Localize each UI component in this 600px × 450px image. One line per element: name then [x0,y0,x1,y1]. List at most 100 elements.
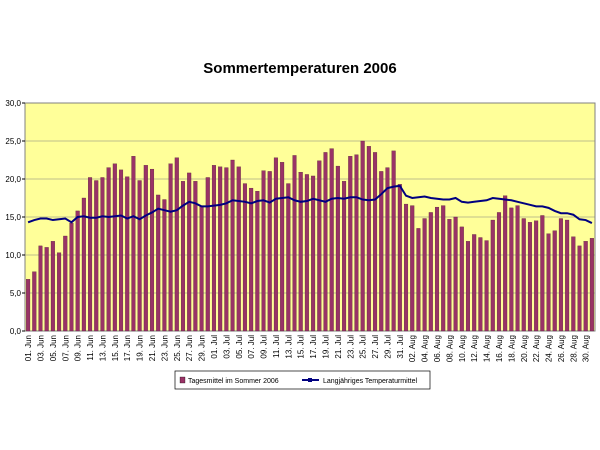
bar [459,226,464,332]
y-tick-label: 30,0 [5,99,21,108]
x-tick-label: 30. Aug [582,335,591,362]
bar [69,222,74,332]
x-tick-label: 28. Aug [569,335,578,362]
bar [385,167,390,332]
bar [218,166,223,332]
bar [540,215,545,332]
bar [168,163,173,332]
bar [187,172,192,332]
bar [534,220,539,332]
bar [131,156,136,332]
legend-label: Langjähriges Temperaturmittel [323,378,417,385]
x-tick-label: 06. Aug [433,335,442,362]
x-tick-label: 11. Jun [86,335,95,361]
bar [94,180,99,332]
x-tick-label: 10. Aug [458,335,467,362]
bar [447,219,452,332]
x-tick-label: 19. Jun [136,335,145,361]
bar [298,172,303,332]
bar [150,168,155,332]
x-tick-label: 15. Jun [111,335,120,361]
bar [292,155,297,332]
bar [360,140,365,332]
bar [174,157,179,332]
y-tick-label: 0,0 [10,327,22,336]
bar [391,150,396,332]
x-tick-label: 26. Aug [557,335,566,362]
bar [267,171,272,332]
y-tick-label: 10,0 [5,251,21,260]
x-tick-label: 08. Aug [445,335,454,362]
x-tick-label: 09. Jul [260,335,269,359]
bar [125,176,130,332]
bar [484,240,489,332]
x-tick-label: 19. Jul [321,335,330,359]
x-tick-label: 05. Jul [235,335,244,359]
chart-title: Sommertemperaturen 2006 [203,60,396,77]
bar [404,203,409,332]
x-tick-label: 27. Jun [185,335,194,361]
x-tick-label: 11. Jul [272,335,281,358]
x-tick-label: 23. Jun [160,335,169,361]
y-tick-label: 15,0 [5,213,21,222]
bar [571,236,576,332]
x-tick-label: 13. Jun [98,335,107,361]
bar [441,205,446,332]
bar [143,165,148,332]
x-tick-label: 21. Jun [148,335,157,361]
bar [552,230,557,332]
bar [366,146,371,332]
bar [26,279,31,332]
bar [249,187,254,332]
bar [373,152,378,332]
x-tick-label: 24. Aug [545,335,554,362]
x-tick-label: 03. Jul [222,335,231,359]
bar [354,154,359,332]
bar [397,184,402,332]
bar [304,174,309,332]
bar [162,199,167,332]
bar [156,194,161,332]
bar [428,212,433,332]
bar [435,206,440,332]
bar [323,152,328,332]
bar [81,197,86,332]
bar [57,252,62,332]
bar [137,180,142,332]
bar [565,219,570,332]
bar [410,205,415,332]
bar [379,171,384,332]
x-tick-label: 05. Jun [49,335,58,361]
bar [286,183,291,332]
line [27,184,593,224]
bar [199,206,204,332]
bar [521,218,526,332]
legend-label: Tagesmittel im Sommer 2006 [188,378,279,385]
x-tick-label: 14. Aug [483,335,492,362]
bar [205,177,210,332]
bar [38,245,43,332]
bar [100,177,105,332]
bar [583,241,588,332]
bar [416,228,421,332]
bar [503,195,508,332]
bar [478,237,483,332]
x-tick-label: 09. Jun [74,335,83,361]
x-tick-label: 07. Jul [247,335,256,359]
bar [558,218,563,332]
bar [509,207,514,332]
bar [63,235,68,332]
x-tick-label: 18. Aug [507,335,516,362]
bar [50,241,55,332]
x-tick-label: 01. Jul [210,335,219,359]
x-tick-label: 01. Jun [24,335,33,361]
bar [527,222,532,332]
x-tick-label: 04. Aug [421,335,430,362]
x-tick-label: 07. Jun [61,335,70,361]
x-tick-label: 15. Jul [297,335,306,359]
bar [255,191,260,332]
bar [119,169,124,332]
bar [230,159,235,332]
bar [490,219,495,332]
